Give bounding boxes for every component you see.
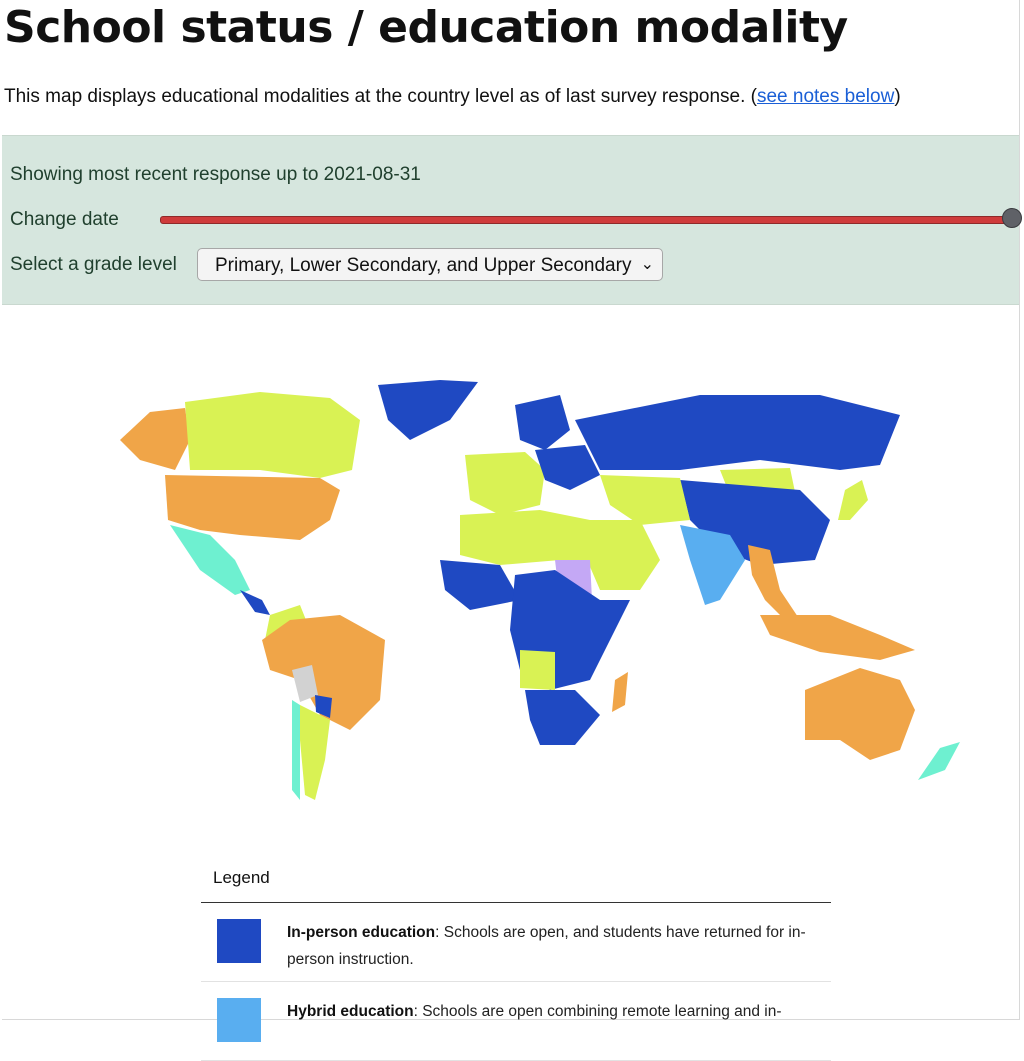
legend-title: Legend: [201, 860, 831, 903]
map-region-southeast-asia[interactable]: [748, 545, 800, 625]
map-region-japan[interactable]: [838, 480, 868, 520]
map-region-north-africa[interactable]: [460, 510, 600, 565]
map-region-angola[interactable]: [520, 650, 555, 690]
map-region-new-zealand[interactable]: [918, 742, 960, 780]
map-region-southern-africa[interactable]: [525, 690, 600, 745]
legend-name: In-person education: [287, 924, 436, 941]
map-region-brazil[interactable]: [262, 615, 385, 730]
map-region-mexico[interactable]: [170, 525, 250, 595]
map-region-eastern-europe[interactable]: [535, 445, 600, 490]
map-region-argentina[interactable]: [300, 705, 330, 800]
map-region-greenland[interactable]: [378, 380, 478, 440]
legend-text-hybrid: Hybrid education: Schools are open combi…: [287, 998, 817, 1025]
map-region-usa[interactable]: [165, 475, 340, 540]
legend-text-in-person: In-person education: Schools are open, a…: [287, 919, 817, 973]
world-map: [120, 380, 960, 800]
map-region-australia[interactable]: [805, 668, 915, 760]
legend-item-hybrid: Hybrid education: Schools are open combi…: [201, 982, 831, 1061]
map-region-india[interactable]: [680, 525, 745, 605]
intro-description: This map displays educational modalities…: [4, 86, 757, 107]
map-region-canada[interactable]: [185, 392, 360, 478]
date-slider-thumb[interactable]: [1002, 208, 1022, 228]
change-date-label: Change date: [10, 209, 119, 230]
map-region-chile[interactable]: [292, 700, 300, 800]
legend: Legend In-person education: Schools are …: [201, 860, 831, 1061]
grade-level-label: Select a grade level: [10, 254, 177, 275]
intro-close-paren: ): [894, 86, 901, 107]
map-region-russia[interactable]: [575, 395, 900, 470]
map-region-scandinavia[interactable]: [515, 395, 570, 450]
map-region-middle-east[interactable]: [585, 520, 660, 590]
chevron-down-icon: ⌄: [640, 256, 654, 273]
grade-level-selected-value: Primary, Lower Secondary, and Upper Seco…: [215, 255, 632, 276]
map-region-madagascar[interactable]: [612, 672, 628, 712]
map-region-bolivia[interactable]: [292, 665, 318, 702]
map-region-paraguay[interactable]: [315, 695, 332, 718]
map-region-west-africa[interactable]: [440, 560, 520, 610]
date-slider-track[interactable]: [160, 216, 1014, 224]
map-region-alaska[interactable]: [120, 408, 190, 470]
legend-name: Hybrid education: [287, 1003, 414, 1020]
grade-level-select[interactable]: Primary, Lower Secondary, and Upper Seco…: [197, 248, 663, 281]
intro-text: This map displays educational modalities…: [4, 86, 901, 108]
see-notes-link[interactable]: see notes below: [756, 86, 895, 107]
legend-swatch-in-person: [217, 919, 261, 963]
legend-description: : Schools are open, and students have re…: [287, 924, 806, 968]
page-frame: [2, 0, 1020, 1020]
map-region-indonesia[interactable]: [760, 615, 915, 660]
map-region-western-europe[interactable]: [465, 452, 545, 515]
map-region-central-asia[interactable]: [600, 475, 690, 525]
legend-description: : Schools are open combining remote lear…: [413, 1003, 782, 1020]
legend-item-in-person: In-person education: Schools are open, a…: [201, 903, 831, 982]
map-region-central-america[interactable]: [240, 590, 270, 615]
showing-date-text: Showing most recent response up to 2021-…: [10, 164, 421, 185]
page-title: School status / education modality: [4, 2, 848, 53]
legend-swatch-hybrid: [217, 998, 261, 1042]
